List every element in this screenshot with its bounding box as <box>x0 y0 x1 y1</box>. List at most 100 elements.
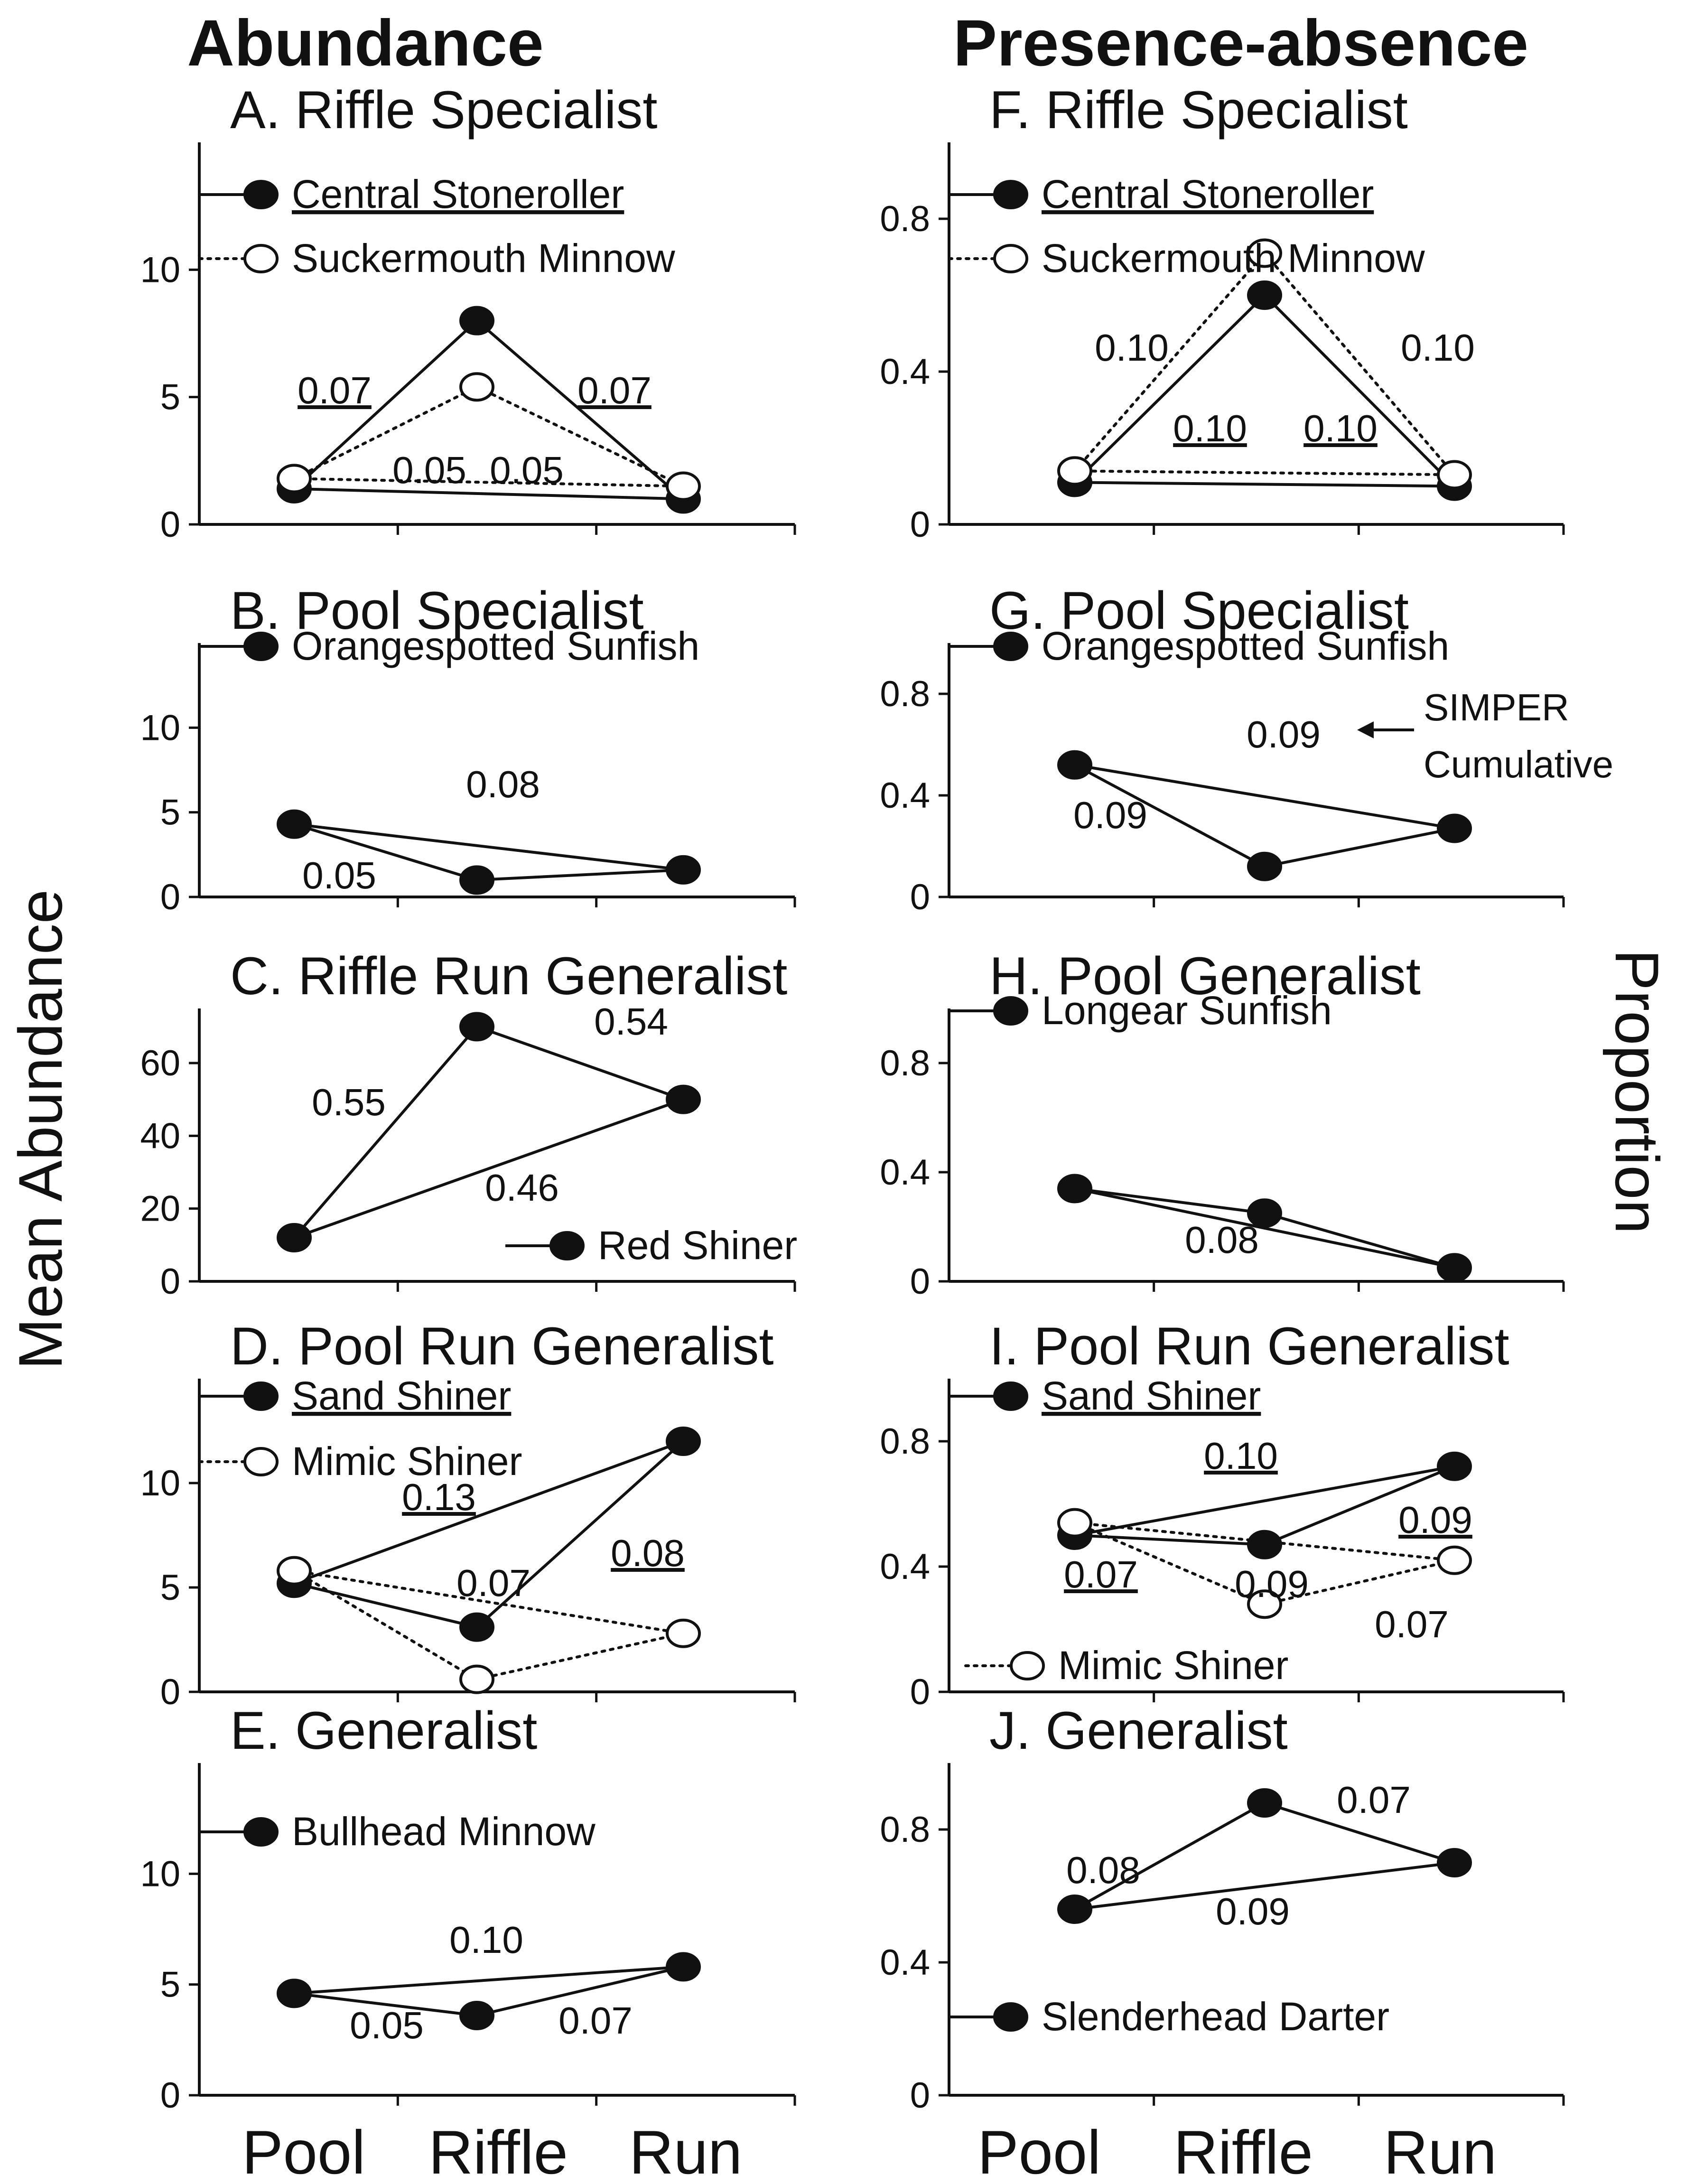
series-line-sand-shiner <box>294 1582 477 1629</box>
legend-marker <box>243 180 279 209</box>
simper-value-label: 0.10 <box>1401 327 1475 369</box>
series-line-orangespotted-sunfish <box>1074 764 1266 868</box>
simper-value-label: 0.10 <box>449 1919 523 1961</box>
panel-a-title: A. Riffle Specialist <box>230 80 658 140</box>
data-point-riffle <box>459 865 494 895</box>
panel-c: C. Riffle Run Generalist 0 20 40 60 Red Shine… <box>140 946 797 1302</box>
y-tick-label: 0 <box>160 877 180 917</box>
simper-value-label: 0.07 <box>1337 1779 1411 1821</box>
y-tick-label: 0.8 <box>880 199 930 239</box>
data-point-pool <box>277 1979 312 2008</box>
panel-e: E. Generalist 0 5 10 Bullhead Minnow 0.10 0.05… <box>140 1701 796 2116</box>
legend-marker <box>243 1381 279 1411</box>
data-point-run <box>1437 1848 1472 1877</box>
series-line-longear-sunfish <box>1264 1212 1455 1269</box>
series-line-mimic-shiner <box>1073 1521 1266 1606</box>
panel-f: F. Riffle Specialist 0 0.4 0.8 Central Stone… <box>880 80 1565 545</box>
panel-e-title: E. Generalist <box>230 1701 537 1760</box>
simper-value-label: 0.08 <box>611 1532 685 1574</box>
panel-j-title: J. Generalist <box>989 1701 1288 1760</box>
data-point-run <box>666 471 701 501</box>
data-point-riffle <box>1247 280 1282 310</box>
legend-label: Central Stoneroller <box>292 172 624 216</box>
series-line-slenderhead-darter <box>1264 1801 1455 1864</box>
legend-label: Mimic Shiner <box>1058 1643 1288 1688</box>
panel-h-title: H. Pool Generalist <box>989 946 1421 1006</box>
simper-value-label: 0.05 <box>302 854 376 896</box>
series-line-red-shiner <box>476 1025 684 1101</box>
data-point-riffle <box>459 1612 494 1642</box>
series-line-mimic-shiner <box>1263 1559 1456 1606</box>
simper-value-label: 0.55 <box>312 1081 386 1123</box>
panel-c-title: C. Riffle Run Generalist <box>230 946 787 1006</box>
panel-i: I. Pool Run Generalist 0 0.4 0.8 Sand Shiner… <box>880 1316 1565 1712</box>
series-line-bullhead-minnow <box>476 1965 684 2017</box>
right-x-category-run: Run <box>1384 2118 1497 2184</box>
data-point-riffle <box>459 372 494 402</box>
series-line-suckermouth-minnow <box>1073 469 1456 476</box>
y-tick-label: 0 <box>910 1261 930 1302</box>
left-x-category-pool: Pool <box>242 2118 365 2184</box>
series-line-bullhead-minnow <box>294 1965 684 1995</box>
panel-a: A. Riffle Specialist 0 5 10 Central Stonerol… <box>140 80 796 545</box>
data-point-riffle <box>1247 238 1282 268</box>
y-tick-label: 0.4 <box>880 1152 930 1193</box>
y-tick-label: 0 <box>910 877 930 917</box>
y-tick-label: 0 <box>910 1672 930 1712</box>
legend-marker <box>243 244 279 273</box>
y-tick-label: 0 <box>160 504 180 545</box>
simper-value-label: 0.07 <box>298 369 372 411</box>
series-line-longear-sunfish <box>1074 1187 1455 1269</box>
y-tick-label: 0.8 <box>880 1421 930 1462</box>
simper-value-label: 0.08 <box>466 763 540 805</box>
data-point-pool <box>277 1556 312 1586</box>
legend-label: Suckermouth Minnow <box>292 236 675 280</box>
data-point-pool <box>1057 1508 1092 1538</box>
legend-label: Orangespotted Sunfish <box>292 624 699 668</box>
simper-value-label: 0.05 <box>350 2004 424 2046</box>
simper-value-label: 0.09 <box>1216 1890 1290 1932</box>
y-tick-label: 10 <box>140 708 180 748</box>
panel-j: J. Generalist 0 0.4 0.8 Slenderhead Darter 0.… <box>880 1701 1565 2116</box>
legend-label: Central Stoneroller <box>1042 172 1374 216</box>
series-line-slenderhead-darter <box>1074 1801 1266 1911</box>
legend-marker <box>1010 1651 1045 1680</box>
data-point-run <box>666 855 701 885</box>
data-point-pool <box>277 1223 312 1252</box>
series-line-mimic-shiner <box>293 1569 478 1681</box>
y-tick-label: 0.8 <box>880 1810 930 1850</box>
legend-marker <box>993 1381 1028 1411</box>
series-line-sand-shiner <box>1074 1534 1265 1546</box>
series-line-mimic-shiner <box>475 1632 685 1681</box>
simper-value-label: 0.07 <box>577 369 652 411</box>
y-tick-label: 10 <box>140 1463 180 1503</box>
simper-value-label: 0.08 <box>1066 1849 1140 1891</box>
simper-value-label: 0.10 <box>1204 1435 1278 1477</box>
panel-g: G. Pool Specialist 0 0.4 0.8 Orangespotted S… <box>880 581 1565 917</box>
data-point-riffle <box>459 1664 494 1694</box>
panel-b-title: B. Pool Specialist <box>230 581 644 640</box>
series-line-orangespotted-sunfish <box>1264 827 1455 868</box>
simper-value-label: 0.13 <box>402 1476 476 1518</box>
data-point-run <box>1437 460 1472 490</box>
left-column-title: Abundance <box>187 7 543 80</box>
data-point-riffle <box>1247 1589 1282 1619</box>
simper-value-label: 0.10 <box>1303 407 1378 449</box>
simper-value-label: 0.07 <box>559 1999 633 2042</box>
simper-value-label: 0.05 <box>392 449 466 491</box>
data-point-riffle <box>1247 1530 1282 1559</box>
panel-g-title: G. Pool Specialist <box>989 581 1409 640</box>
series-line-suckermouth-minnow <box>475 385 685 488</box>
simper-value-label: 0.09 <box>1073 794 1147 836</box>
legend-label: Bullhead Minnow <box>292 1809 596 1854</box>
left-y-axis-title: Mean Abundance <box>6 889 75 1370</box>
series-line-central-stoneroller <box>1074 481 1455 488</box>
y-tick-label: 0 <box>160 1261 180 1302</box>
y-tick-label: 0 <box>910 2075 930 2116</box>
panel-h: H. Pool Generalist 0 0.4 0.8 Longear Sunfish… <box>880 946 1565 1302</box>
series-line-sand-shiner <box>1074 1465 1455 1537</box>
data-point-run <box>1437 813 1472 843</box>
series-line-mimic-shiner <box>1073 1521 1456 1562</box>
data-point-pool <box>1057 456 1092 486</box>
legend-marker <box>243 632 279 661</box>
